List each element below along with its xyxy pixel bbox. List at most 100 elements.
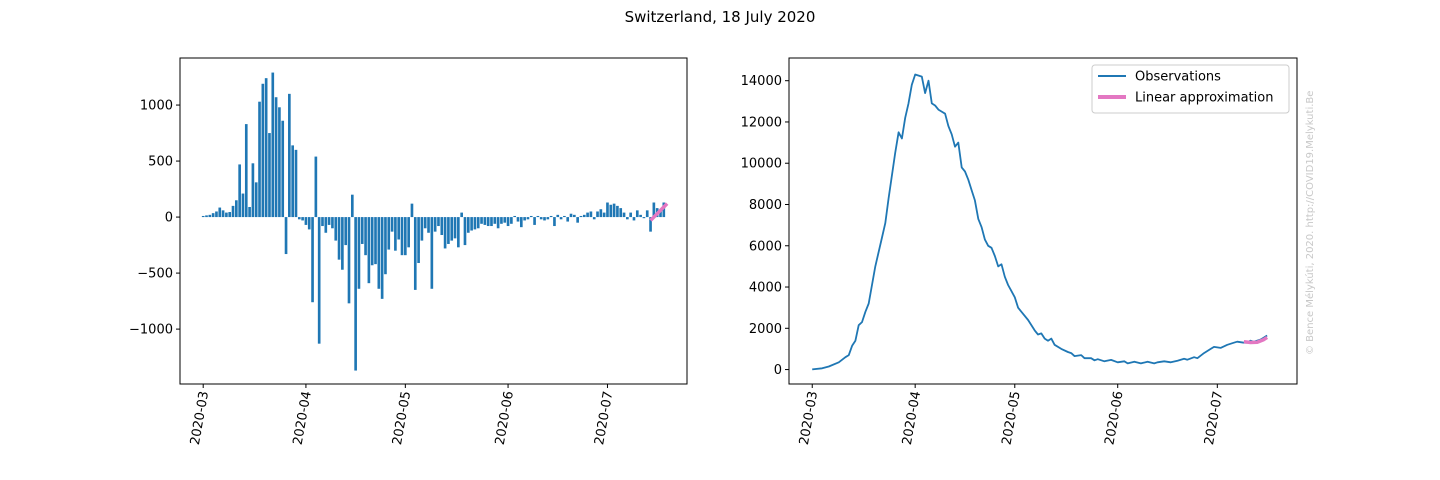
legend-approximation-label: Linear approximation: [1135, 91, 1273, 106]
bar: [370, 217, 374, 266]
x-tick-label: 2020-07: [1202, 390, 1226, 446]
bar: [205, 215, 208, 218]
bar: [513, 215, 517, 218]
bar: [612, 203, 616, 218]
bar: [523, 217, 526, 221]
bar: [526, 217, 530, 220]
bar: [311, 217, 314, 303]
bar: [258, 101, 261, 218]
bar: [357, 217, 361, 289]
bar: [271, 72, 275, 218]
bar: [443, 217, 447, 249]
y-tick-label: 0: [165, 211, 173, 226]
bar: [569, 213, 573, 218]
bar: [589, 211, 593, 218]
bar: [317, 217, 321, 344]
active-cases-chart: 0 2000 4000 6000 8000 10000 12000 14000 2020-03…: [741, 57, 1298, 446]
bar: [463, 217, 467, 246]
bar: [281, 120, 285, 218]
bar: [622, 212, 626, 218]
y-tick-label: −1000: [129, 323, 173, 338]
x-tick-label: 2020-03: [797, 390, 821, 446]
bar: [390, 217, 394, 232]
bar: [291, 145, 294, 218]
y-tick-label: 14000: [741, 74, 782, 89]
bar: [367, 217, 371, 284]
bar: [506, 217, 510, 227]
approximation-series: [649, 202, 669, 222]
bar: [400, 217, 404, 256]
bar: [447, 217, 450, 244]
bar: [413, 217, 417, 290]
x-axis: 2020-03 2020-04 2020-05 2020-06 2020-07: [188, 384, 616, 446]
bar: [592, 217, 596, 220]
bar: [248, 206, 251, 218]
bar: [304, 217, 308, 225]
bar: [278, 107, 281, 218]
bar: [649, 217, 652, 232]
bar: [626, 217, 629, 220]
bar: [284, 217, 288, 255]
bar: [596, 211, 599, 218]
bar: [344, 217, 348, 246]
y-tick-label: 10000: [741, 157, 782, 172]
bar: [407, 217, 410, 248]
bar: [254, 182, 258, 218]
bar: [228, 212, 232, 218]
bar: [536, 215, 540, 218]
bar: [582, 214, 586, 218]
bar: [602, 212, 606, 218]
bar: [241, 193, 245, 218]
bar: [215, 211, 218, 218]
bar: [387, 217, 391, 250]
bar: [486, 217, 490, 227]
bar: [324, 217, 328, 233]
x-axis: 2020-03 2020-04 2020-05 2020-06 2020-07: [797, 384, 1226, 446]
bar: [619, 208, 623, 218]
bar: [334, 217, 338, 241]
bar: [394, 217, 397, 251]
bar: [337, 217, 341, 260]
bar: [579, 215, 583, 218]
bar: [377, 217, 381, 289]
y-tick-label: −500: [137, 267, 173, 282]
bar: [360, 217, 364, 244]
bar: [563, 215, 566, 218]
bar: [384, 217, 387, 275]
bar: [321, 217, 324, 227]
bar: [586, 212, 589, 218]
bar: [573, 214, 576, 218]
bar: [354, 217, 357, 371]
plot-frame: [788, 57, 1298, 385]
bar: [500, 217, 503, 224]
y-axis: 0 2000 4000 6000 8000 10000 12000 14000: [741, 74, 789, 378]
y-tick-label: 8000: [749, 198, 782, 213]
credit-text: © Bence Mélykúti, 2020. http://COVID19.M…: [1304, 91, 1316, 355]
bar: [609, 204, 613, 218]
x-tick-label: 2020-04: [900, 390, 924, 446]
legend: Observations Linear approximation: [1091, 64, 1290, 114]
y-tick-label: 500: [148, 155, 173, 170]
bar: [629, 212, 632, 218]
bar: [510, 217, 513, 224]
bar: [397, 217, 401, 240]
linear-approximation-line: [1243, 335, 1269, 345]
bar: [556, 214, 560, 218]
bar: [238, 164, 241, 218]
bar: [433, 217, 437, 232]
bar-series: [201, 72, 666, 371]
bar: [490, 217, 493, 227]
bar: [327, 217, 331, 225]
bar: [642, 217, 646, 219]
linear-approximation-line: [649, 202, 669, 222]
bar: [632, 217, 636, 221]
bar: [599, 209, 603, 218]
bar: [380, 217, 384, 299]
bar: [261, 83, 265, 218]
bar: [483, 217, 487, 225]
bar: [652, 202, 656, 218]
bar: [264, 78, 268, 218]
bar: [576, 217, 579, 223]
bar: [473, 217, 477, 230]
